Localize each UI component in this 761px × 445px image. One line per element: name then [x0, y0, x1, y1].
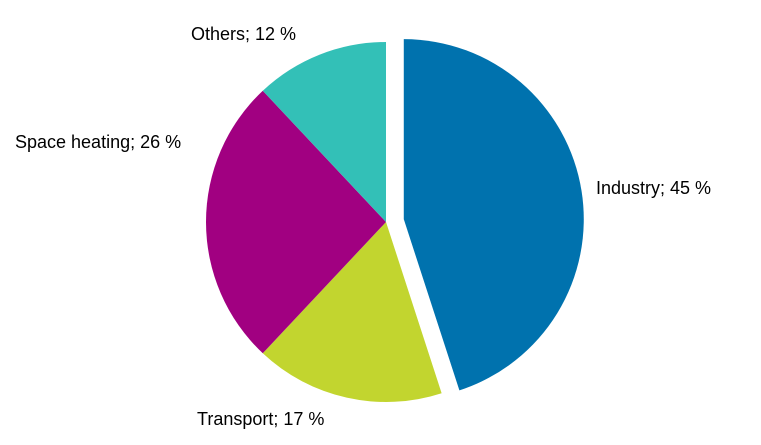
pie-slice-space-heating [206, 90, 386, 354]
pie-slice-industry [403, 39, 584, 391]
label-industry: Industry; 45 % [596, 178, 712, 198]
label-others: Others; 12 % [191, 24, 297, 44]
label-space-heating: Space heating; 26 % [15, 132, 182, 152]
label-transport: Transport; 17 % [197, 409, 325, 429]
pie-slice-transport [262, 222, 442, 402]
pie-slice-others [262, 42, 386, 222]
